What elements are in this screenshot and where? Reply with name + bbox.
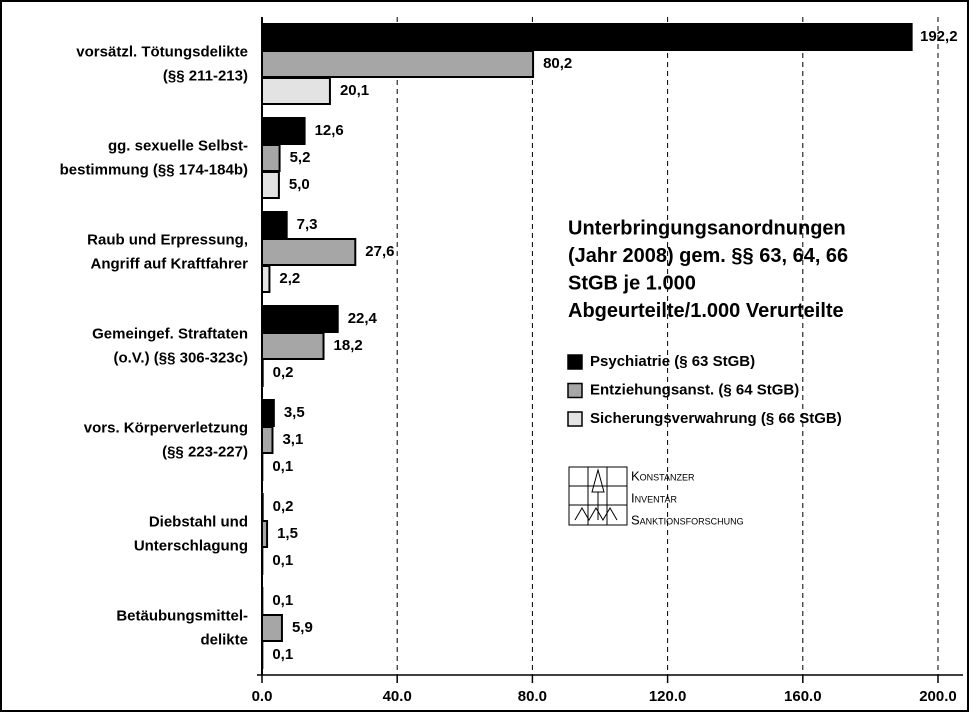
category-label: gg. sexuelle Selbst-	[108, 137, 248, 154]
category-label: (o.V.) (§§ 306-323c)	[113, 349, 248, 366]
legend-swatch	[567, 382, 583, 399]
legend-title: StGB je 1.000	[568, 272, 696, 294]
category-label: (§§ 211-213)	[163, 67, 248, 84]
value-label: 1,5	[277, 525, 298, 542]
bar	[261, 144, 281, 172]
bar	[261, 211, 288, 239]
bar	[261, 399, 275, 427]
legend-title: Abgeurteilte/1.000 Verurteilte	[568, 300, 844, 322]
bar	[261, 77, 331, 105]
category-label: Betäubungsmittel-	[116, 607, 248, 624]
bar	[261, 426, 274, 454]
category-label: (§§ 223-227)	[162, 443, 248, 460]
category-label: Gemeingef. Straftaten	[92, 325, 248, 342]
legend-label: Psychiatrie (§ 63 StGB)	[590, 353, 755, 370]
legend-swatch	[567, 411, 583, 427]
legend-swatch	[567, 354, 583, 370]
x-tick-label: 160.0	[784, 688, 822, 705]
value-label: 3,5	[284, 404, 305, 421]
value-label: 27,6	[365, 243, 394, 260]
category-label: Raub und Erpressung,	[87, 231, 248, 248]
bar	[261, 305, 339, 333]
legend-title: (Jahr 2008) gem. §§ 63, 64, 66	[568, 245, 848, 267]
bar	[261, 23, 913, 51]
value-label: 80,2	[543, 55, 572, 72]
x-tick-label: 0.0	[252, 688, 273, 705]
value-label: 22,4	[348, 310, 378, 327]
x-tick-label: 40.0	[383, 688, 412, 705]
logo-text: Konstanzer	[631, 468, 695, 483]
value-label: 2,2	[279, 270, 300, 287]
value-label: 5,2	[290, 149, 311, 166]
x-tick-label: 80.0	[518, 688, 547, 705]
x-tick-label: 120.0	[649, 688, 687, 705]
bar	[261, 238, 357, 266]
category-label: Angriff auf Kraftfahrer	[90, 255, 248, 272]
logo-text: Sanktionsforschung	[631, 512, 744, 527]
bar	[261, 50, 535, 78]
bar	[261, 117, 306, 145]
value-label: 0,2	[273, 364, 294, 381]
category-label: Diebstahl und	[149, 513, 248, 530]
logo-graphic	[568, 466, 628, 526]
legend-label: Entziehungsanst. (§ 64 StGB)	[590, 381, 799, 398]
bar	[261, 614, 283, 642]
category-label: delikte	[200, 631, 248, 648]
value-label: 3,1	[282, 431, 303, 448]
value-label: 7,3	[297, 216, 318, 233]
x-tick-label: 200.0	[919, 688, 957, 705]
category-label: vorsätzl. Tötungsdelikte	[76, 43, 248, 60]
category-label: Unterschlagung	[134, 537, 248, 554]
bar	[261, 171, 280, 199]
bar	[261, 265, 271, 293]
logo-text: Inventar	[631, 490, 677, 505]
value-label: 12,6	[315, 122, 344, 139]
value-label: 192,2	[920, 28, 958, 45]
value-label: 18,2	[334, 337, 363, 354]
category-label: vors. Körperverletzung	[84, 419, 248, 436]
legend-label: Sicherungsverwahrung (§ 66 StGB)	[590, 410, 842, 427]
value-label: 5,0	[289, 176, 310, 193]
value-label: 0,1	[272, 592, 293, 609]
value-label: 0,1	[272, 458, 293, 475]
bar	[261, 332, 325, 360]
value-label: 5,9	[292, 619, 313, 636]
value-label: 0,1	[272, 552, 293, 569]
value-label: 0,1	[272, 646, 293, 663]
value-label: 20,1	[340, 82, 369, 99]
category-label: bestimmung (§§ 174-184b)	[60, 161, 248, 178]
value-label: 0,2	[273, 498, 294, 515]
legend-title: Unterbringungsanordnungen	[568, 217, 846, 239]
